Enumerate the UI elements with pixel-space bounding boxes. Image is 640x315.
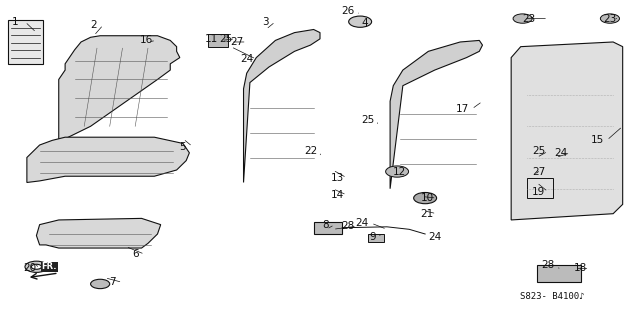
Bar <box>527 178 552 198</box>
Circle shape <box>386 166 408 177</box>
Text: 26: 26 <box>340 6 354 16</box>
Polygon shape <box>27 137 189 182</box>
Bar <box>537 265 581 282</box>
Text: 22: 22 <box>305 146 317 156</box>
Text: 5: 5 <box>180 141 186 152</box>
Circle shape <box>513 14 532 23</box>
Bar <box>209 34 228 47</box>
Text: 7: 7 <box>109 278 116 287</box>
Polygon shape <box>59 36 180 142</box>
Text: 9: 9 <box>369 232 376 242</box>
Polygon shape <box>511 42 623 220</box>
Text: 8: 8 <box>322 220 328 230</box>
Bar <box>314 221 342 234</box>
Text: 20: 20 <box>24 263 36 273</box>
Text: 2: 2 <box>90 20 97 30</box>
Circle shape <box>600 14 620 23</box>
Text: 25: 25 <box>219 34 232 44</box>
Text: 25: 25 <box>361 115 374 125</box>
Text: 21: 21 <box>420 209 434 219</box>
Circle shape <box>413 192 436 204</box>
Text: 23: 23 <box>604 14 616 24</box>
Text: 4: 4 <box>362 18 368 28</box>
Text: 28: 28 <box>340 221 354 231</box>
Polygon shape <box>390 40 483 189</box>
Text: 3: 3 <box>262 17 269 27</box>
Text: 23: 23 <box>522 14 536 24</box>
Text: 25: 25 <box>532 146 545 156</box>
Text: 6: 6 <box>132 249 138 259</box>
Text: 11: 11 <box>205 34 218 44</box>
Text: 17: 17 <box>456 104 468 114</box>
Text: 24: 24 <box>355 218 368 228</box>
Text: 1: 1 <box>12 17 19 27</box>
Text: 12: 12 <box>393 167 406 176</box>
Bar <box>368 234 384 242</box>
Text: 27: 27 <box>532 167 545 176</box>
Text: S823- B4100♪: S823- B4100♪ <box>520 292 585 301</box>
Polygon shape <box>244 30 320 182</box>
Text: 14: 14 <box>331 190 344 200</box>
Polygon shape <box>36 218 161 248</box>
Text: 18: 18 <box>573 263 587 273</box>
Circle shape <box>91 279 109 289</box>
Text: 28: 28 <box>541 260 555 270</box>
Text: 16: 16 <box>140 35 154 45</box>
Circle shape <box>349 16 372 27</box>
Text: 10: 10 <box>420 193 434 203</box>
Text: FR.: FR. <box>42 262 57 272</box>
Circle shape <box>25 261 48 272</box>
Text: 24: 24 <box>240 54 253 64</box>
Text: 27: 27 <box>230 37 244 47</box>
Circle shape <box>31 264 42 269</box>
Text: 24: 24 <box>554 148 568 158</box>
FancyBboxPatch shape <box>8 20 43 64</box>
Text: 19: 19 <box>532 187 545 197</box>
Text: 24: 24 <box>428 232 442 242</box>
Text: 15: 15 <box>591 135 604 145</box>
Text: 13: 13 <box>331 173 344 183</box>
